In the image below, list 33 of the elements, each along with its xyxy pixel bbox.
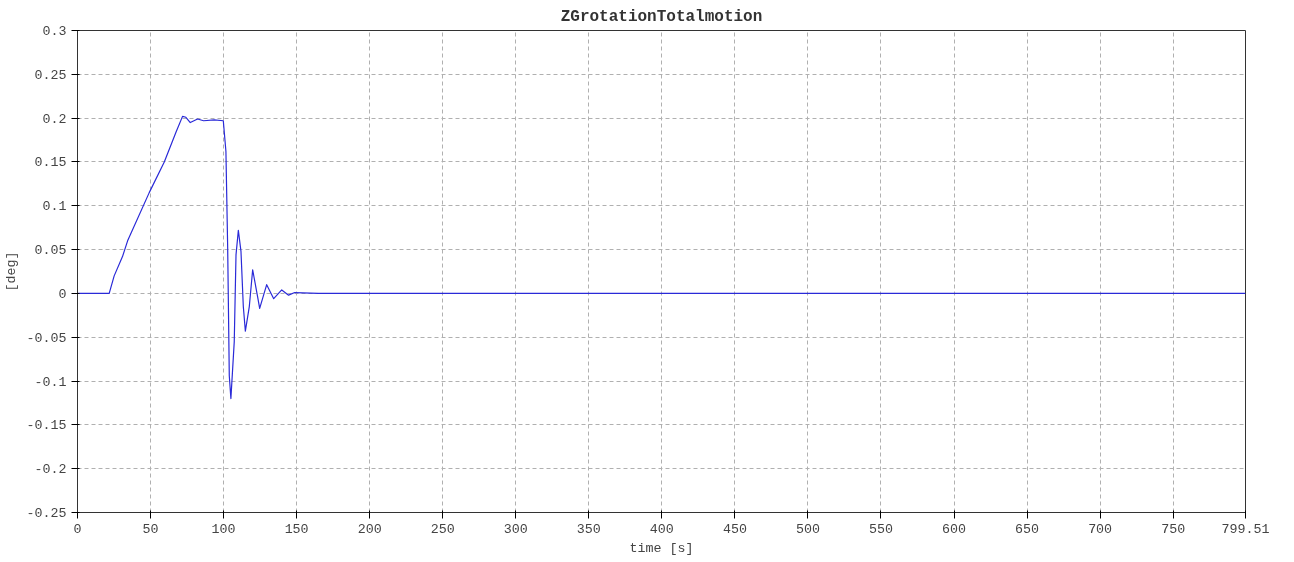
x-tick-label: 450 bbox=[722, 521, 747, 537]
x-tick-label: 400 bbox=[649, 521, 674, 537]
y-tick-label: -0.05 bbox=[26, 330, 67, 346]
y-tick-label: 0.2 bbox=[42, 111, 67, 127]
chart-title: ZGrotationTotalmotion bbox=[560, 7, 763, 26]
line-series bbox=[77, 115, 1246, 400]
x-tick-label: 700 bbox=[1088, 521, 1113, 537]
x-tick-label: 100 bbox=[211, 521, 236, 537]
y-axis-title: [deg] bbox=[3, 251, 19, 292]
y-tick-label: 0.1 bbox=[42, 199, 67, 215]
y-tick-label: 0.3 bbox=[42, 24, 67, 39]
y-tick-label: 0.25 bbox=[34, 67, 67, 83]
y-tick-label: 0.15 bbox=[34, 155, 67, 171]
y-tick-label: -0.15 bbox=[26, 418, 67, 434]
x-tick-label: 799.51 bbox=[1221, 521, 1270, 537]
x-tick-label: 350 bbox=[576, 521, 601, 537]
y-tick-label: -0.2 bbox=[34, 462, 67, 478]
x-tick-label: 650 bbox=[1015, 521, 1040, 537]
x-tick-label: 600 bbox=[942, 521, 967, 537]
x-tick-label: 50 bbox=[142, 521, 159, 537]
x-tick-label: 250 bbox=[430, 521, 455, 537]
x-tick-label: 750 bbox=[1161, 521, 1186, 537]
x-tick-label: 500 bbox=[795, 521, 820, 537]
y-tick-label: -0.25 bbox=[26, 506, 67, 521]
y-tick-label: 0.05 bbox=[34, 243, 67, 259]
x-tick-label: 0 bbox=[73, 521, 82, 537]
x-axis-title: time [s] bbox=[629, 540, 694, 556]
y-tick-label: 0 bbox=[58, 286, 67, 302]
x-tick-label: 550 bbox=[868, 521, 893, 537]
x-tick-label: 200 bbox=[357, 521, 382, 537]
y-tick-label: -0.1 bbox=[34, 374, 67, 390]
x-tick-label: 150 bbox=[284, 521, 309, 537]
x-tick-label: 300 bbox=[503, 521, 528, 537]
